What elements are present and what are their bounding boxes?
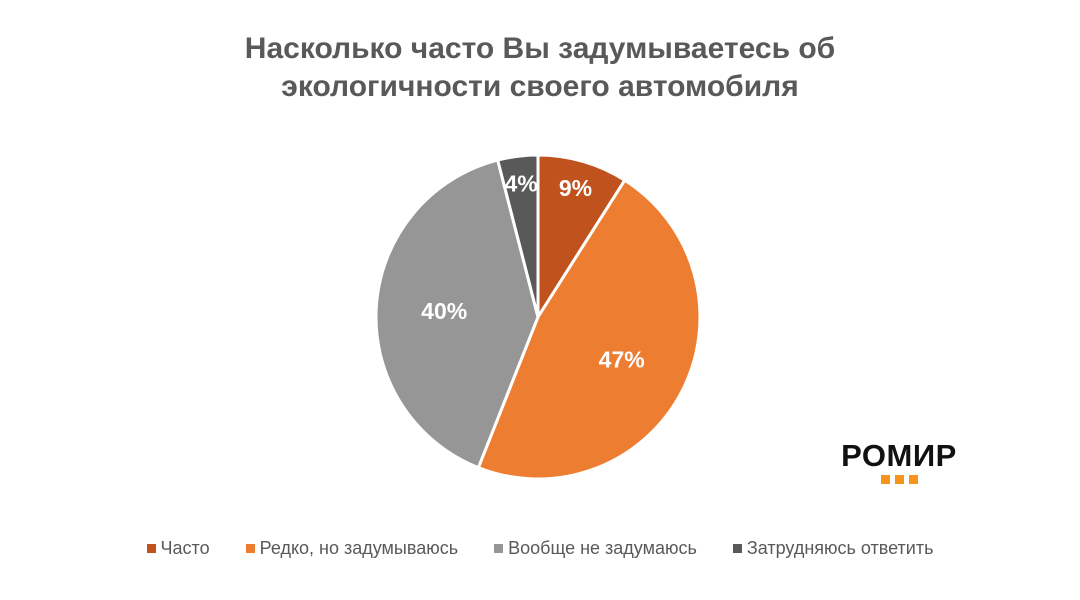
pie-slice-label-2: 47%	[599, 347, 645, 373]
logo-dot	[880, 475, 890, 484]
romir-logo-text: РОМИР	[841, 438, 957, 473]
legend-label-rarely: Редко, но задумываюсь	[259, 538, 459, 558]
legend-marker-undecided	[732, 544, 742, 553]
chart-title: Насколько часто Вы задумываетесь об экол…	[244, 32, 836, 103]
pie-slice-2	[476, 178, 702, 481]
pie-slice-3	[374, 158, 540, 470]
pie-slice-1	[536, 153, 627, 319]
legend-marker-never	[494, 544, 504, 553]
legend-item-rarely: Редко, но задумываюсь	[245, 538, 459, 559]
pie-slice-label-4: 4%	[504, 171, 537, 197]
romir-logo: РОМИР	[836, 440, 962, 484]
legend-label-often: Часто	[160, 538, 210, 558]
pie-slice-4	[496, 153, 540, 319]
pie-slice-label-3: 40%	[421, 298, 467, 324]
romir-logo-dots	[836, 475, 962, 484]
legend-item-undecided: Затрудняюсь ответить	[732, 538, 934, 559]
logo-dot	[894, 475, 904, 484]
logo-dot	[908, 475, 918, 484]
legend-item-often: Часто	[146, 538, 210, 559]
legend-item-never: Вообще не задумаюсь	[494, 538, 697, 559]
legend-label-undecided: Затрудняюсь ответить	[746, 538, 934, 558]
legend-marker-often	[146, 544, 156, 553]
pie-slice-label-1: 9%	[559, 175, 592, 201]
chart-legend: Часто Редко, но задумываюсь Вообще не за…	[0, 538, 1080, 559]
legend-marker-rarely	[245, 544, 255, 553]
legend-label-never: Вообще не задумаюсь	[508, 538, 697, 558]
